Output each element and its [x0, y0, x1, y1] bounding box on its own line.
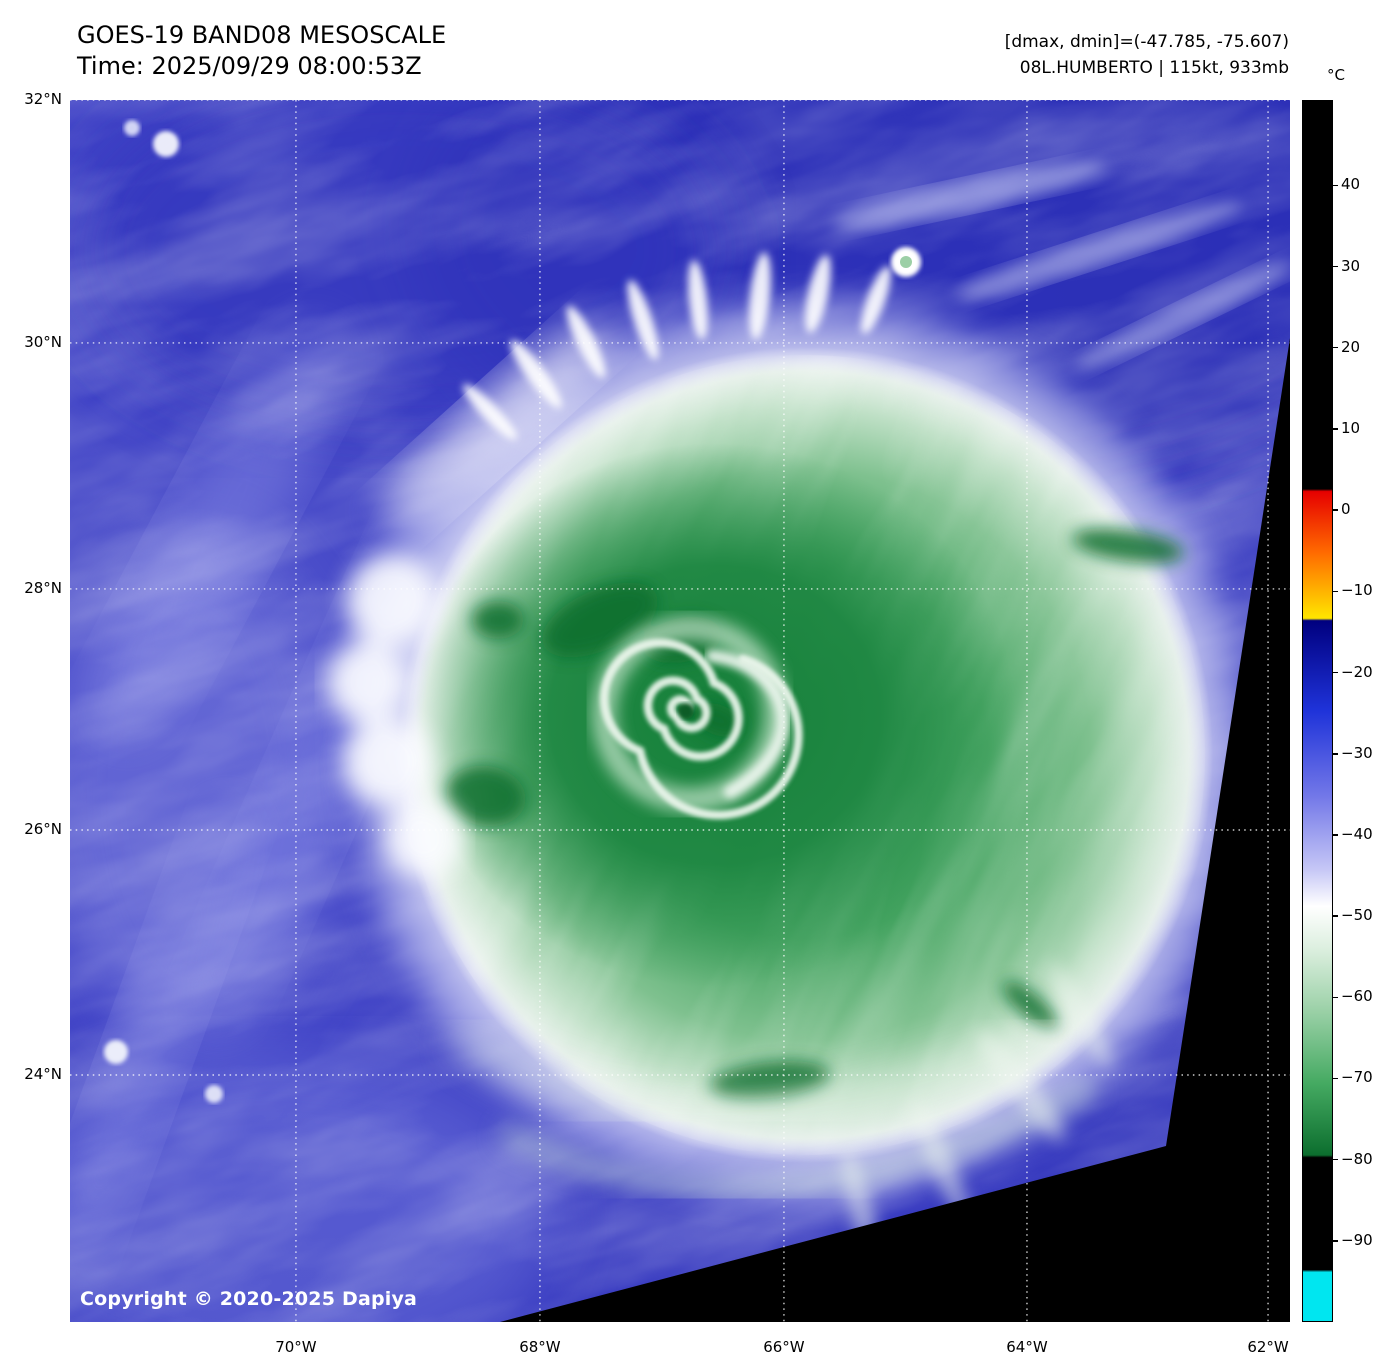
lon-tick-label: 62°W — [1247, 1338, 1289, 1356]
north-rim-filaments — [462, 252, 891, 440]
colorbar-tick-label: −10 — [1341, 581, 1373, 600]
colorbar-tick-label: 20 — [1341, 337, 1361, 356]
colorbar-unit-label: °C — [1327, 66, 1345, 84]
colorbar-tick-mark — [1333, 1240, 1338, 1242]
colorbar-tick-mark — [1333, 184, 1338, 187]
dmax-dmin-readout: [dmax, dmin]=(-47.785, -75.607) — [1004, 32, 1289, 52]
figure-time: Time: 2025/09/29 08:00:53Z — [77, 52, 422, 81]
colorbar-tick-mark — [1333, 915, 1338, 917]
satellite-map-svg — [70, 100, 1290, 1322]
figure-title: GOES-19 BAND08 MESOSCALE — [77, 21, 447, 49]
gridlines — [70, 100, 1290, 1322]
eye-spiral — [600, 638, 803, 820]
colorbar-tick-label: −80 — [1341, 1149, 1373, 1168]
lat-tick-label: 26°N — [24, 820, 62, 839]
copyright-watermark: Copyright © 2020-2025 Dapiya — [80, 1288, 418, 1310]
lat-tick-label: 28°N — [24, 578, 62, 597]
colorbar-tick-mark — [1333, 753, 1338, 755]
colorbar-tick-mark — [1333, 590, 1338, 593]
colorbar-tick-mark — [1333, 428, 1338, 430]
lon-tick-label: 66°W — [763, 1338, 805, 1356]
lat-tick-label: 30°N — [24, 332, 62, 351]
lon-tick-label: 70°W — [275, 1338, 317, 1356]
colorbar-tick-mark — [1333, 509, 1338, 511]
no-data-region — [500, 338, 1290, 1322]
info-block: [dmax, dmin]=(-47.785, -75.607) 08L.HUMB… — [1005, 30, 1289, 81]
lon-tick-label: 68°W — [519, 1338, 561, 1356]
satellite-map: Copyright © 2020-2025 Dapiya — [70, 100, 1290, 1322]
colorbar-tick-label: −90 — [1341, 1230, 1373, 1249]
colorbar-tick-mark — [1333, 671, 1338, 674]
lon-tick-label: 64°W — [1006, 1338, 1048, 1356]
colorbar-tick-label: 10 — [1341, 418, 1361, 437]
colorbar-tick-label: −30 — [1341, 743, 1373, 762]
title-block: GOES-19 BAND08 MESOSCALE Time: 2025/09/2… — [77, 20, 446, 82]
colorbar-tick-label: −60 — [1341, 987, 1373, 1006]
storm-eye — [678, 703, 694, 719]
colorbar-tick-label: 40 — [1341, 175, 1361, 194]
west-rim-lobes — [328, 554, 462, 876]
colorbar-tick-mark — [1333, 1158, 1338, 1161]
hurricane-humberto — [328, 252, 1268, 1262]
colorbar-tick-label: −40 — [1341, 824, 1373, 843]
colorbar — [1302, 100, 1333, 1322]
colorbar-tick-label: −50 — [1341, 906, 1373, 925]
lat-tick-label: 24°N — [24, 1065, 62, 1084]
storm-info: 08L.HUMBERTO | 115kt, 933mb — [1019, 57, 1289, 78]
colorbar-tick-mark — [1333, 265, 1338, 268]
colorbar-tick-mark — [1333, 834, 1338, 836]
colorbar-tick-label: 0 — [1341, 500, 1351, 519]
lat-tick-label: 32°N — [24, 90, 62, 108]
colorbar-tick-mark — [1333, 346, 1338, 349]
colorbar-tick-mark — [1333, 1077, 1338, 1080]
colorbar-tick-mark — [1333, 996, 1338, 999]
colorbar-tick-label: 30 — [1341, 256, 1361, 275]
colorbar-tick-label: −70 — [1341, 1068, 1373, 1087]
colorbar-tick-label: −20 — [1341, 662, 1373, 681]
